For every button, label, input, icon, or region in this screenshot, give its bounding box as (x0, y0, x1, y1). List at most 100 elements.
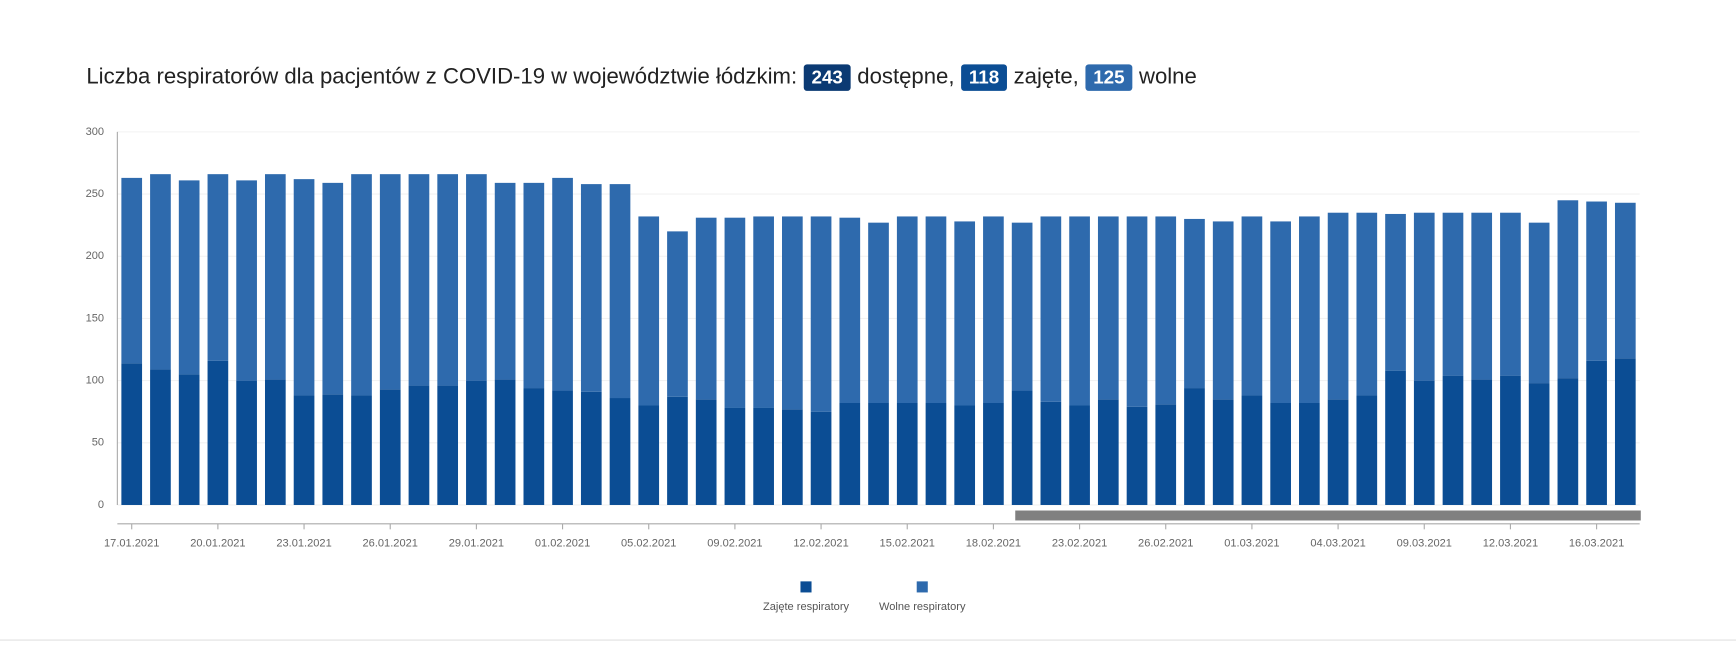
bar-segment (580, 184, 602, 392)
bar-segment (925, 216, 947, 403)
bar-segment (724, 407, 746, 505)
bar-segment (695, 399, 717, 505)
badge (1085, 64, 1133, 91)
bar-segment (379, 174, 401, 390)
legend-swatch (800, 581, 812, 593)
bar-segment (1126, 406, 1148, 505)
x-tick-label: 09.02.2021 (707, 538, 762, 550)
bar-segment (1385, 370, 1406, 505)
y-tick-label: 200 (86, 250, 104, 262)
bar-segment (1614, 202, 1636, 359)
bar-segment (925, 402, 947, 505)
chart-title: Liczba respiratorów dla pacjentów z COVI… (86, 63, 797, 88)
bar-segment (494, 379, 516, 505)
bar-segment (494, 182, 516, 380)
bar-segment (1442, 375, 1464, 505)
bar-segment (667, 231, 688, 397)
bar-segment (121, 363, 143, 505)
x-tick-label: 01.03.2021 (1224, 538, 1279, 550)
y-tick-label: 300 (86, 126, 104, 138)
badge-text: zajęte, (1014, 63, 1079, 88)
x-tick-label: 16.03.2021 (1569, 538, 1624, 550)
bar-segment (236, 380, 257, 505)
bar-segment (1500, 375, 1521, 505)
bar-segment (523, 388, 545, 505)
bar-segment (150, 174, 171, 370)
bar-segment (1471, 212, 1493, 380)
x-tick-label: 20.01.2021 (190, 538, 245, 550)
bar-segment (1212, 221, 1234, 400)
y-tick-label: 0 (98, 499, 104, 511)
bar-segment (207, 360, 229, 505)
bar-segment (667, 396, 688, 505)
bar-segment (983, 216, 1004, 403)
bar-segment (1270, 221, 1291, 403)
bar-segment (264, 174, 286, 380)
bar-segment (782, 409, 803, 505)
scrollbar[interactable] (1015, 510, 1641, 521)
bar-segment (868, 222, 889, 403)
bar-segment (351, 395, 372, 505)
bar-segment (1442, 212, 1464, 376)
x-tick-label: 23.02.2021 (1052, 538, 1107, 550)
bar-segment (1155, 404, 1177, 505)
bar-segment (954, 221, 976, 406)
bar-segment (1356, 212, 1378, 396)
bar-segment (954, 405, 976, 505)
bar-segment (264, 379, 286, 505)
bar-segment (1069, 405, 1090, 505)
bar-segment (293, 395, 315, 505)
x-tick-label: 17.01.2021 (104, 538, 159, 550)
bar-segment (523, 182, 545, 389)
bar-segment (1299, 216, 1320, 403)
bar-segment (1327, 212, 1349, 400)
bar-segment (724, 217, 746, 408)
bar-segment (638, 405, 660, 505)
bar-segment (236, 180, 257, 381)
badge-value: 118 (969, 67, 999, 88)
x-tick-label: 23.01.2021 (276, 538, 331, 550)
bar-segment (408, 174, 430, 386)
bar-segment (1241, 395, 1263, 505)
bar-segment (1155, 216, 1177, 405)
bar-segment (609, 398, 631, 505)
bar-segment (178, 180, 200, 375)
bar-segment (896, 216, 918, 403)
badge-value: 125 (1093, 67, 1124, 88)
legend-swatch (916, 581, 928, 593)
bar-segment (437, 385, 459, 505)
bar-segment (782, 216, 803, 410)
bar-segment (466, 380, 487, 505)
bar-segment (1356, 395, 1378, 505)
y-tick-label: 50 (92, 437, 104, 449)
bar-segment (896, 402, 918, 505)
bar-segment (1299, 402, 1320, 505)
x-tick-label: 04.03.2021 (1310, 538, 1365, 550)
bar-segment (1184, 388, 1205, 505)
bar-segment (408, 385, 430, 505)
badge-text: wolne (1138, 63, 1197, 88)
bar-segment (1212, 399, 1234, 505)
bar-segment (695, 217, 717, 400)
bar-segment (1557, 200, 1579, 379)
bar-segment (638, 216, 660, 406)
bar-segment (1241, 216, 1263, 396)
bar-segment (1040, 401, 1062, 505)
bar-segment (810, 216, 832, 412)
x-tick-label: 01.02.2021 (535, 538, 590, 550)
bar-segment (1557, 378, 1579, 505)
bar-segment (1126, 216, 1148, 407)
x-tick-label: 15.02.2021 (880, 538, 935, 550)
legend-label: Wolne respiratory (879, 601, 966, 613)
y-tick-label: 100 (86, 375, 104, 387)
bar-segment (437, 174, 459, 386)
legend-label: Zajęte respiratory (763, 601, 850, 613)
bar-segment (1270, 402, 1291, 505)
x-tick-label: 26.01.2021 (363, 538, 418, 550)
bar-segment (552, 390, 573, 505)
bar-segment (1586, 360, 1607, 505)
bar-segment (580, 391, 602, 505)
bar-segment (1184, 218, 1205, 389)
bar-segment (1327, 399, 1349, 505)
bar-segment (868, 402, 889, 505)
